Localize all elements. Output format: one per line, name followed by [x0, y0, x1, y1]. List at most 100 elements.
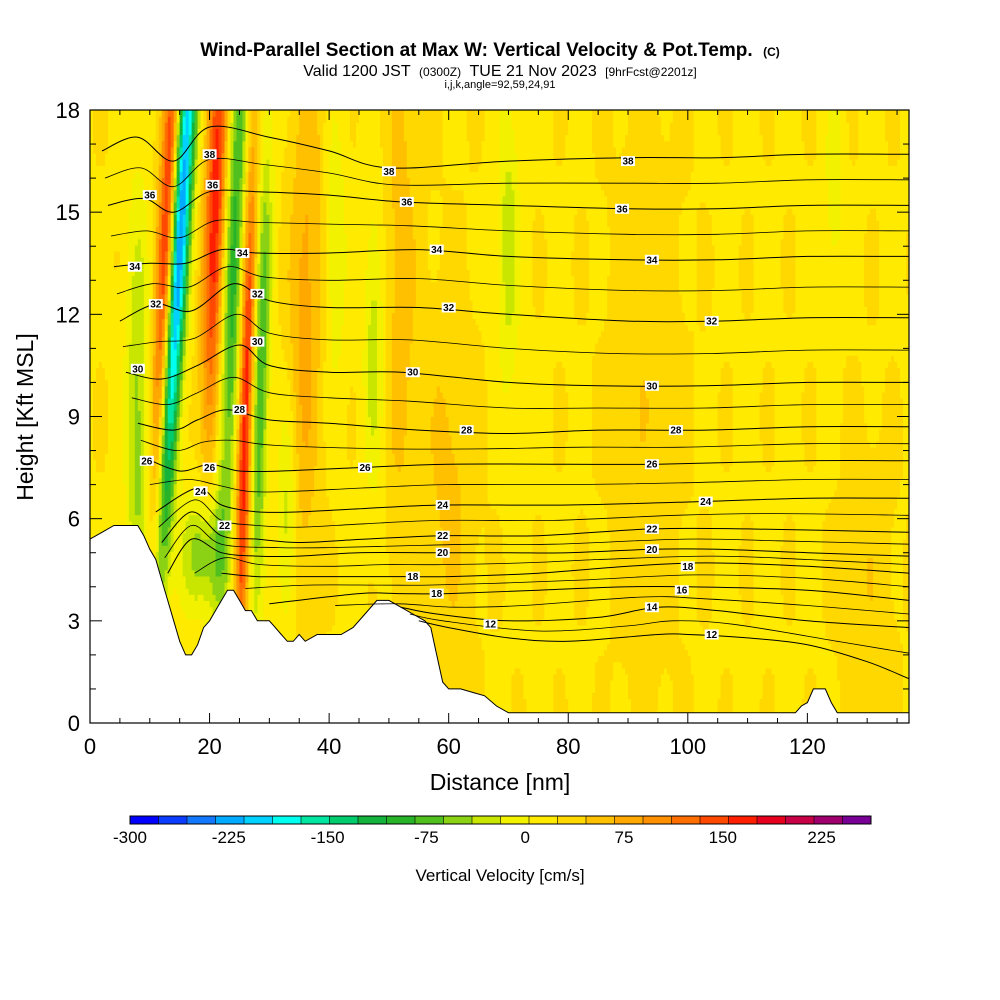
w-cell — [110, 220, 115, 228]
w-cell — [125, 226, 130, 234]
w-cell — [107, 189, 112, 197]
w-cell — [95, 422, 100, 430]
w-cell — [113, 306, 118, 313]
w-cell — [104, 183, 109, 191]
w-cell — [134, 428, 139, 436]
w-cell — [143, 355, 148, 362]
w-cell — [149, 232, 154, 240]
w-cell — [104, 318, 109, 326]
w-cell — [95, 490, 100, 497]
w-cell — [95, 177, 100, 185]
w-cell — [149, 244, 154, 252]
w-cell — [140, 385, 145, 393]
w-cell — [113, 416, 118, 424]
w-cell — [128, 140, 133, 148]
w-cell — [119, 318, 124, 326]
w-cell — [125, 453, 130, 461]
w-cell — [119, 514, 124, 522]
w-cell — [90, 361, 94, 369]
w-cell — [92, 342, 97, 350]
w-cell — [143, 312, 148, 320]
w-cell — [113, 300, 118, 307]
w-cell — [110, 275, 115, 283]
w-cell — [101, 134, 106, 142]
w-cell — [143, 514, 148, 522]
w-cell — [116, 220, 121, 228]
w-cell — [146, 361, 151, 369]
w-cell — [104, 312, 109, 320]
w-cell — [137, 379, 142, 387]
w-cell — [101, 122, 106, 129]
w-cell — [128, 385, 133, 393]
w-cell — [110, 318, 115, 326]
w-cell — [122, 410, 127, 418]
w-cell — [113, 453, 118, 461]
w-cell — [101, 459, 106, 467]
w-cell — [119, 269, 124, 277]
w-cell — [107, 195, 112, 203]
w-cell — [149, 398, 154, 405]
w-cell — [104, 428, 109, 436]
w-cell — [146, 490, 151, 497]
w-cell — [122, 244, 127, 252]
w-cell — [134, 465, 139, 473]
w-cell — [149, 367, 154, 375]
w-cell — [95, 300, 100, 307]
w-cell — [98, 324, 103, 332]
w-cell — [122, 477, 127, 485]
w-cell — [134, 330, 139, 338]
w-cell — [95, 367, 100, 375]
w-cell — [104, 220, 109, 228]
w-cell — [101, 110, 106, 117]
w-cell — [122, 447, 127, 454]
w-cell — [107, 165, 112, 172]
w-cell — [92, 398, 97, 405]
w-cell — [143, 434, 148, 442]
w-cell — [152, 520, 157, 528]
w-cell — [92, 269, 97, 277]
w-cell — [140, 324, 145, 332]
w-cell — [110, 391, 115, 399]
w-cell — [122, 250, 127, 258]
w-cell — [134, 471, 139, 479]
w-cell — [122, 128, 127, 136]
w-cell — [104, 269, 109, 277]
w-cell — [122, 293, 127, 301]
w-cell — [134, 349, 139, 356]
w-cell — [131, 416, 136, 424]
w-cell — [146, 496, 151, 503]
w-cell — [98, 183, 103, 191]
w-cell — [90, 110, 94, 117]
w-cell — [143, 496, 148, 503]
w-cell — [116, 508, 121, 516]
w-cell — [110, 257, 115, 264]
w-cell — [149, 214, 154, 221]
w-cell — [137, 520, 142, 528]
w-cell — [122, 416, 127, 424]
w-cell — [131, 269, 136, 277]
w-cell — [104, 477, 109, 485]
w-cell — [113, 459, 118, 467]
w-cell — [98, 312, 103, 320]
w-cell — [113, 404, 118, 411]
w-cell — [122, 398, 127, 405]
w-cell — [116, 306, 121, 313]
w-cell — [119, 496, 124, 503]
w-cell — [95, 293, 100, 301]
w-cell — [131, 459, 136, 467]
w-cell — [107, 287, 112, 295]
w-cell — [131, 404, 136, 411]
w-cell — [90, 471, 94, 479]
w-cell — [140, 355, 145, 362]
w-cell — [119, 342, 124, 350]
w-cell — [125, 214, 130, 221]
w-cell — [140, 416, 145, 424]
w-cell — [140, 300, 145, 307]
w-cell — [95, 441, 100, 448]
w-cell — [128, 441, 133, 448]
w-cell — [107, 434, 112, 442]
w-cell — [101, 324, 106, 332]
w-cell — [113, 250, 118, 258]
w-cell — [131, 483, 136, 491]
w-cell — [98, 110, 103, 117]
